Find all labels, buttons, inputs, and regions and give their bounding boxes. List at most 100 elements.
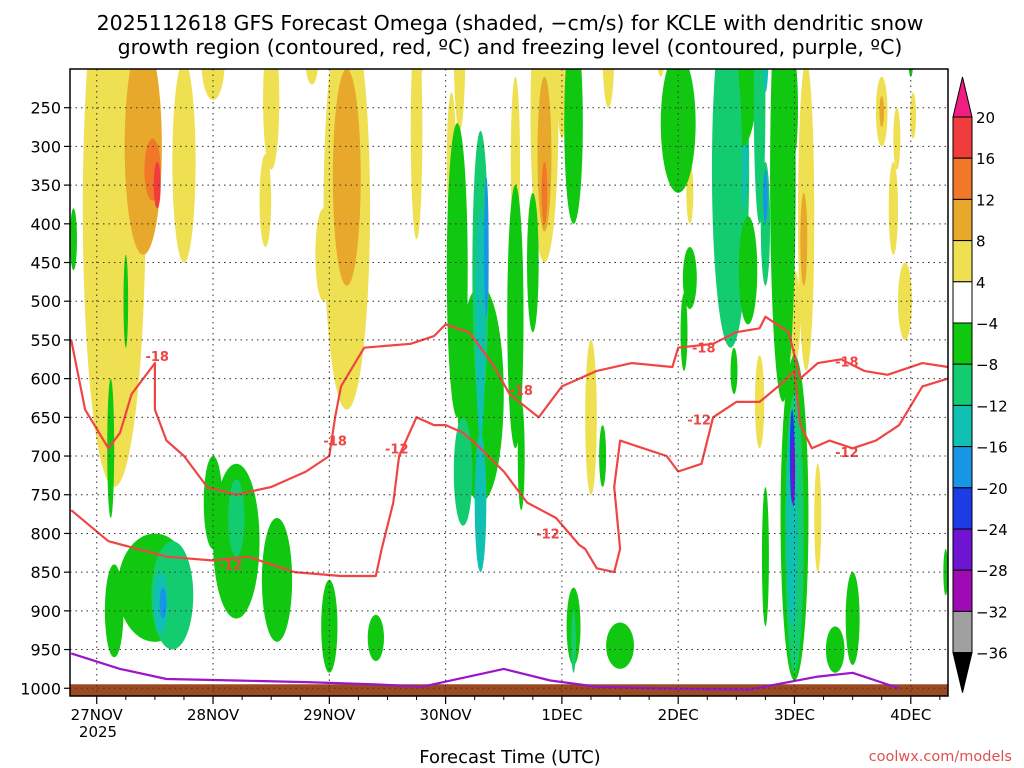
omega-cell <box>475 208 486 441</box>
ground-surface <box>70 684 948 696</box>
omega-cell <box>124 69 162 255</box>
omega-cell <box>761 487 769 627</box>
colorbar-label: −16 <box>976 439 1008 457</box>
colorbar-swatch <box>952 528 973 571</box>
omega-cell <box>908 69 913 77</box>
omega-cell <box>770 69 796 402</box>
omega-cell <box>557 69 567 139</box>
omega-cell <box>321 579 338 673</box>
y-axis: 250 300 350 400 450 500 550 600 650 700 750 800 850 9… <box>20 99 70 698</box>
omega-cell <box>602 69 614 108</box>
omega-cell <box>879 96 885 128</box>
y-tick-label: 850 <box>30 563 61 582</box>
contour-label: -18 <box>692 342 716 357</box>
omega-cell <box>305 69 318 85</box>
colorbar-swatch <box>952 610 973 654</box>
omega-cell <box>541 161 548 224</box>
omega-cell <box>261 517 293 642</box>
omega-cell <box>764 0 767 11</box>
year-label: 2025 <box>79 723 117 741</box>
x-tick-label: 1DEC <box>541 706 582 724</box>
omega-cell <box>897 262 912 340</box>
omega-cell <box>800 192 808 286</box>
y-tick-label: 650 <box>30 408 61 427</box>
colorbar-top-arrow <box>952 76 973 118</box>
field-layer <box>70 0 948 681</box>
omega-cell <box>474 432 487 573</box>
omega-cell <box>537 76 552 232</box>
colorbar-label: 12 <box>976 191 995 209</box>
colorbar-label: −4 <box>976 315 998 333</box>
colorbar-label: −32 <box>976 603 1008 621</box>
colorbar-swatch <box>952 487 973 530</box>
colorbar-swatch <box>952 198 973 242</box>
colorbar-label: 20 <box>976 109 995 127</box>
omega-cell <box>453 417 473 526</box>
contour-label: -18 <box>509 384 533 399</box>
plot-grid <box>70 69 948 696</box>
colorbar-swatch <box>952 569 973 612</box>
omega-cell <box>606 622 635 669</box>
omega-cell <box>453 69 466 131</box>
x-axis-title: Forecast Time (UTC) <box>419 747 600 768</box>
y-tick-label: 750 <box>30 486 61 505</box>
y-tick-label: 500 <box>30 292 61 311</box>
x-axis: 27NOV 28NOV 29NOV 30NOV 1DEC 2DEC 3DEC 4DEC <box>71 696 941 724</box>
contour-label: -12 <box>536 527 560 542</box>
omega-cell <box>845 572 860 666</box>
omega-cell <box>153 161 161 209</box>
contour-freezing-level-0c <box>70 652 900 691</box>
x-tick-label: 29NOV <box>303 706 356 724</box>
omega-cell <box>762 69 769 93</box>
y-tick-label: 900 <box>30 602 61 621</box>
omega-cell <box>730 347 738 395</box>
colorbar-swatch <box>952 240 973 283</box>
y-tick-label: 450 <box>30 254 61 273</box>
colorbar: 20 16 12 8 4 −4 −8 −12 −16 −20 −24 −28 −32 −36 <box>952 76 1008 693</box>
y-tick-label: 300 <box>30 137 61 156</box>
colorbar-label: 8 <box>976 233 986 251</box>
colorbar-swatch <box>952 446 973 489</box>
contour-label: -12 <box>835 446 859 461</box>
contour-label: -12 <box>219 558 243 573</box>
colorbar-swatch <box>952 116 973 159</box>
omega-cell <box>107 378 115 518</box>
colorbar-swatch <box>952 322 973 365</box>
omega-cell <box>660 69 696 193</box>
x-tick-label: 28NOV <box>187 706 240 724</box>
colorbar-label: 4 <box>976 274 986 292</box>
y-tick-label: 600 <box>30 370 61 389</box>
omega-cell <box>332 69 361 286</box>
omega-cell <box>90 69 115 162</box>
colorbar-swatch <box>952 404 973 448</box>
colorbar-label: −20 <box>976 480 1008 498</box>
colorbar-label: −36 <box>976 645 1008 663</box>
contour-label: -18 <box>323 435 347 450</box>
omega-cell <box>718 69 743 302</box>
x-tick-label: 4DEC <box>890 706 931 724</box>
contour-label: -12 <box>687 414 711 429</box>
contour-label: -12 <box>385 442 409 457</box>
colorbar-label: −8 <box>976 356 998 374</box>
y-tick-label: 700 <box>30 447 61 466</box>
y-tick-label: 350 <box>30 176 61 195</box>
omega-cell <box>417 69 423 77</box>
omega-cell <box>201 69 225 100</box>
omega-cell <box>263 69 280 170</box>
omega-cell <box>70 208 77 271</box>
colorbar-swatch <box>952 363 973 406</box>
plot-frame <box>69 68 949 697</box>
omega-cell <box>228 479 245 557</box>
omega-cell <box>507 185 524 449</box>
colorbar-label: −28 <box>976 562 1008 580</box>
y-tick-label: 950 <box>30 641 61 660</box>
y-tick-label: 550 <box>30 331 61 350</box>
omega-cell <box>172 69 196 263</box>
x-tick-label: 27NOV <box>71 706 124 724</box>
colorbar-label: −12 <box>976 397 1008 415</box>
omega-cell <box>786 409 798 627</box>
omega-cell <box>203 456 223 549</box>
x-tick-label: 30NOV <box>420 706 473 724</box>
contour-label: -18 <box>145 350 169 365</box>
